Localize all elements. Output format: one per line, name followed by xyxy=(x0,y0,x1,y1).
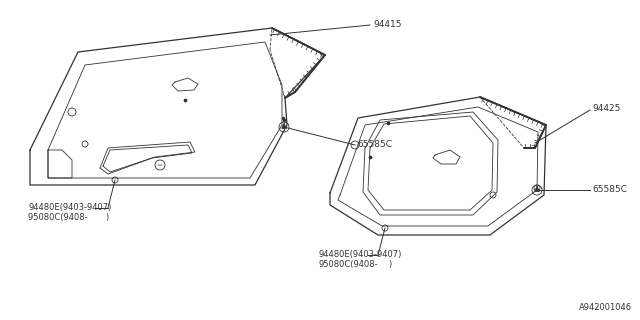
Text: 65585C: 65585C xyxy=(592,185,627,194)
Text: 94480E(9403-9407): 94480E(9403-9407) xyxy=(318,250,401,259)
Polygon shape xyxy=(534,186,540,192)
Text: 95080C(9408-       ): 95080C(9408- ) xyxy=(28,213,109,222)
Polygon shape xyxy=(282,123,287,129)
Text: 94425: 94425 xyxy=(592,103,620,113)
Text: 65585C: 65585C xyxy=(357,140,392,148)
Text: 94415: 94415 xyxy=(373,20,401,28)
Text: ): ) xyxy=(388,260,391,269)
Text: 95080C(9408-: 95080C(9408- xyxy=(318,260,378,269)
Text: A942001046: A942001046 xyxy=(579,303,632,312)
Text: 94480E(9403-9407): 94480E(9403-9407) xyxy=(28,203,111,212)
